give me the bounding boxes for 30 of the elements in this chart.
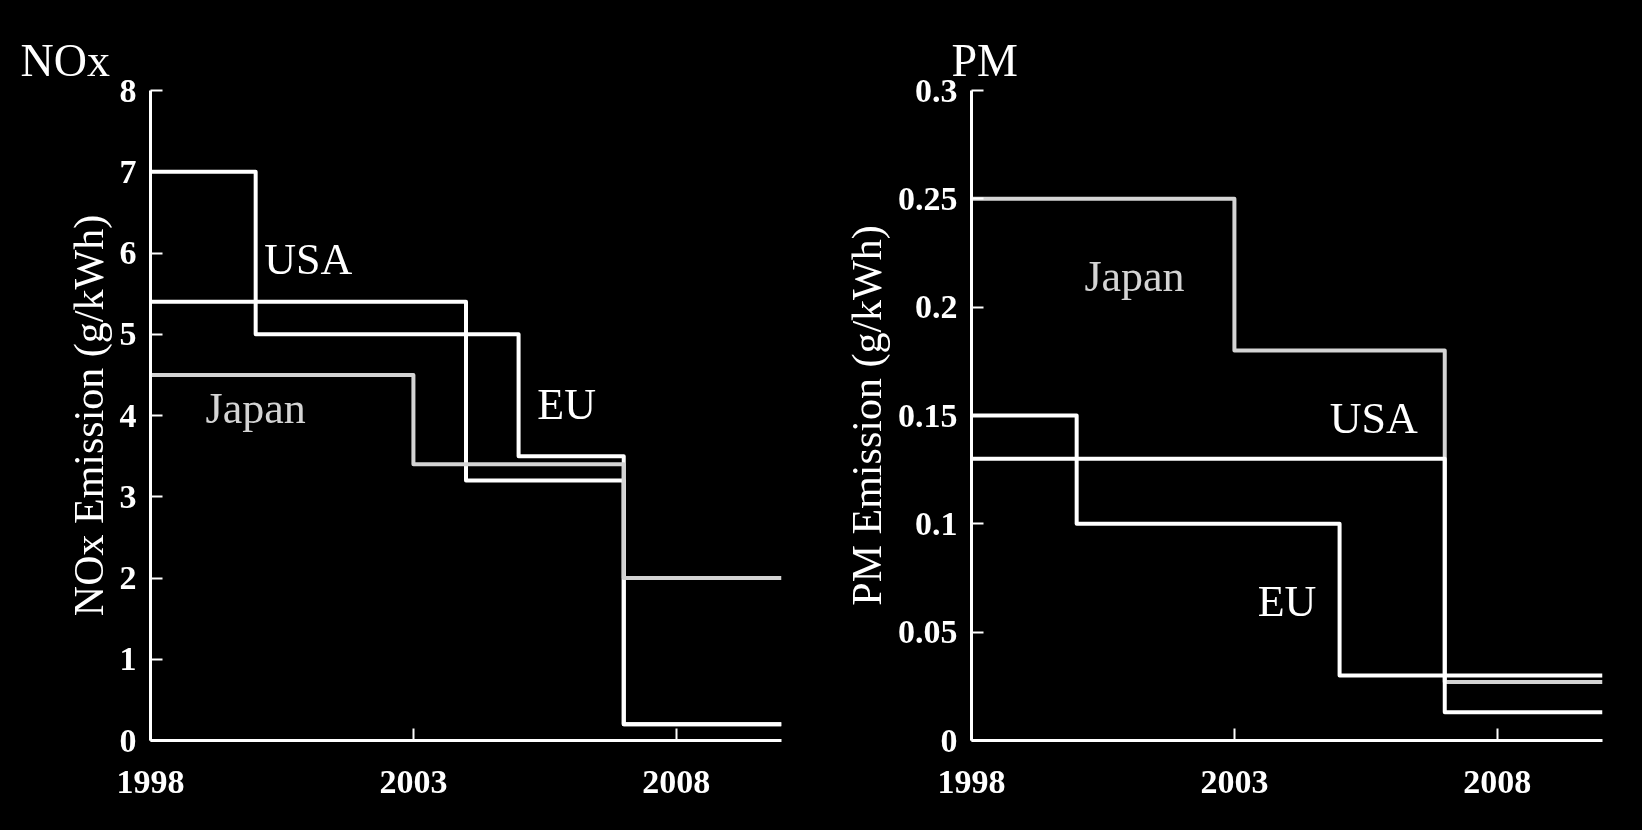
- chart-title: NOx: [20, 34, 110, 86]
- series-label: USA: [1329, 394, 1418, 444]
- y-tick-label: 2: [119, 559, 137, 596]
- y-tick-label: 8: [119, 71, 137, 109]
- x-tick-label: 1998: [116, 762, 185, 800]
- series-label: EU: [537, 379, 596, 429]
- y-tick-label: 3: [119, 477, 137, 515]
- y-tick-label: 0.15: [898, 396, 958, 434]
- x-tick-label: 1998: [937, 762, 1006, 800]
- series-label: Japan: [205, 384, 306, 434]
- y-tick-label: 0.25: [898, 179, 958, 217]
- series-label: USA: [264, 235, 353, 285]
- x-tick-label: 2008: [1463, 762, 1532, 800]
- y-axis-title: PM Emission (g/kWh): [844, 225, 891, 606]
- y-tick-label: 4: [119, 396, 137, 434]
- x-tick-label: 2003: [1200, 762, 1269, 800]
- y-axis-title: NOx Emission (g/kWh): [65, 214, 113, 617]
- y-tick-label: 1: [119, 640, 137, 678]
- x-tick-label: 2003: [379, 762, 448, 800]
- y-tick-label: 6: [119, 234, 137, 271]
- series-label: Japan: [1084, 252, 1185, 302]
- y-tick-label: 0.05: [898, 613, 958, 651]
- y-tick-label: 7: [119, 152, 137, 190]
- y-tick-label: 0.1: [915, 504, 958, 542]
- series-label: EU: [1257, 577, 1317, 627]
- y-tick-label: 5: [119, 315, 137, 353]
- y-tick-label: 0: [119, 721, 137, 759]
- y-tick-label: 0.2: [915, 288, 958, 326]
- y-tick-label: 0: [940, 721, 958, 759]
- x-tick-label: 2008: [642, 762, 711, 800]
